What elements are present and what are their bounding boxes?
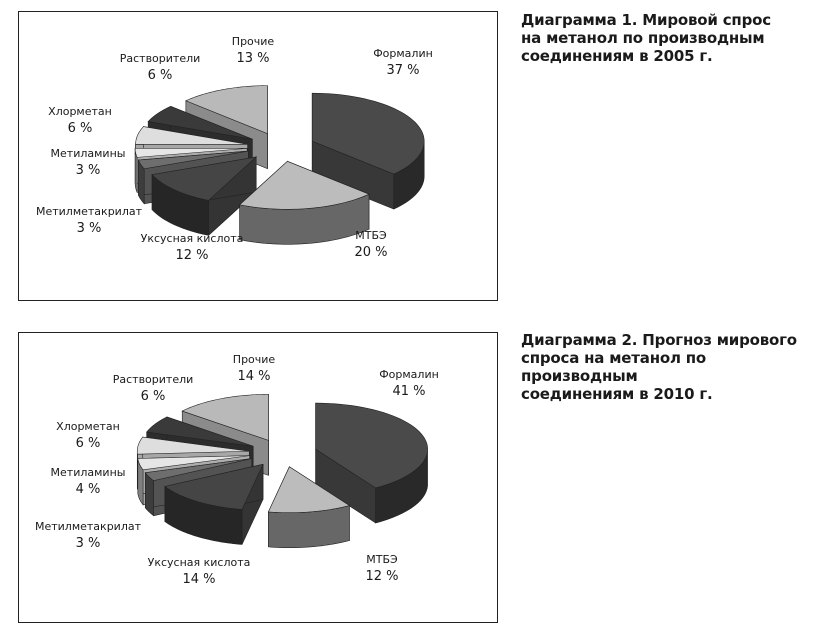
chart-2-label-name-1: МТБЭ [366, 553, 398, 566]
chart-1-frame: Формалин 37 % МТБЭ 20 % Уксусная кислота 12 %… [18, 11, 498, 301]
chart-2-caption-line-1: Диаграмма 2. Прогноз мирового [521, 331, 797, 349]
chart-2-slices [136, 394, 428, 549]
chart-2-label-value-1: 12 % [365, 569, 398, 584]
chart-1-label-name-1: МТБЭ [355, 229, 387, 242]
chart-1-caption: Диаграмма 1. Мировой спрос на метанол по… [521, 11, 816, 65]
chart-1-slices [134, 85, 425, 245]
chart-2-slice-2-top [164, 463, 264, 510]
chart-2-label-value-0: 41 % [392, 384, 425, 399]
chart-2-label-value-3: 3 % [76, 536, 101, 551]
chart-1-slice-0-top [311, 92, 425, 175]
chart-1-slice-7-top [185, 85, 268, 135]
chart-2-slice-1-top [267, 466, 351, 514]
chart-2-slice-4-top [137, 455, 250, 471]
chart-1-label-name-2: Уксусная кислота [141, 232, 244, 245]
chart-1-pie: Формалин 37 % МТБЭ 20 % Уксусная кислота 12 %… [36, 35, 433, 263]
chart-2-label-value-2: 14 % [182, 572, 215, 587]
chart-2-label-name-0: Формалин [379, 368, 439, 381]
chart-1-slice-2 [151, 156, 258, 237]
chart-1-caption-line-1: Диаграмма 1. Мировой спрос [521, 11, 771, 29]
chart-2-label-value-6: 6 % [141, 389, 166, 404]
chart-1-slice-6-top [147, 106, 253, 140]
chart-2-label-name-2: Уксусная кислота [148, 556, 251, 569]
chart-1-slice-5-top [135, 126, 248, 145]
chart-1-label-value-2: 12 % [175, 248, 208, 263]
chart-1-label-name-7: Прочие [232, 35, 275, 48]
chart-1-label-name-3: Метилметакрилат [36, 205, 143, 218]
chart-2-slice-6-top [146, 416, 254, 447]
chart-2-caption: Диаграмма 2. Прогноз мирового спроса на … [521, 331, 816, 403]
chart-1-label-name-0: Формалин [373, 47, 433, 60]
chart-1-caption-line-2: на метанол по производным [521, 29, 765, 47]
chart-2-slice-1 [267, 466, 351, 549]
chart-1-caption-line-3: соединениям в 2005 г. [521, 47, 713, 65]
chart-1-slice-1-top [239, 160, 370, 210]
chart-2-slice-0 [315, 402, 428, 524]
chart-2-frame: Формалин 41 % МТБЭ 12 % Уксусная кислота 14 %… [18, 332, 498, 623]
chart-1-slice-0 [311, 92, 425, 210]
chart-2-label-name-5: Хлорметан [56, 420, 120, 433]
chart-2-label-value-7: 14 % [237, 369, 270, 384]
chart-2-label-name-7: Прочие [233, 353, 276, 366]
chart-1-slice-2-top [151, 156, 258, 201]
chart-1-slice-3-top [137, 150, 249, 170]
chart-1-slice-1 [239, 160, 370, 245]
chart-1-label-value-3: 3 % [77, 221, 102, 236]
chart-2-label-name-6: Растворители [113, 373, 194, 386]
chart-1-label-name-4: Метиламины [51, 147, 126, 160]
chart-2-slice-3-top [144, 458, 252, 482]
chart-2-label-value-5: 6 % [76, 436, 101, 451]
chart-1-label-value-6: 6 % [148, 68, 173, 83]
chart-1-label-name-5: Хлорметан [48, 105, 112, 118]
chart-2-slice-5-top [136, 436, 250, 455]
chart-2-caption-line-2: спроса на метанол по производным [521, 349, 707, 385]
chart-1-label-value-5: 6 % [68, 121, 93, 136]
chart-2-labels: Формалин 41 % МТБЭ 12 % Уксусная кислота 14 %… [35, 353, 439, 587]
chart-2-slice-2 [164, 463, 264, 545]
chart-2-label-value-4: 4 % [76, 482, 101, 497]
chart-1-label-name-6: Растворители [120, 52, 201, 65]
chart-1-label-value-7: 13 % [236, 51, 269, 66]
chart-2-label-name-3: Метилметакрилат [35, 520, 142, 533]
chart-1-labels: Формалин 37 % МТБЭ 20 % Уксусная кислота 12 %… [36, 35, 433, 263]
chart-1-label-value-0: 37 % [386, 63, 419, 78]
chart-2-slice-7-top [181, 394, 269, 441]
chart-1-label-value-1: 20 % [354, 245, 387, 260]
chart-1-slice-4-top [134, 148, 248, 158]
chart-2-slice-0-top [315, 402, 428, 489]
chart-2-pie: Формалин 41 % МТБЭ 12 % Уксусная кислота 14 %… [35, 353, 439, 587]
chart-1-label-value-4: 3 % [76, 163, 101, 178]
chart-2-caption-line-3: соединениям в 2010 г. [521, 385, 713, 403]
chart-2-label-name-4: Метиламины [51, 466, 126, 479]
